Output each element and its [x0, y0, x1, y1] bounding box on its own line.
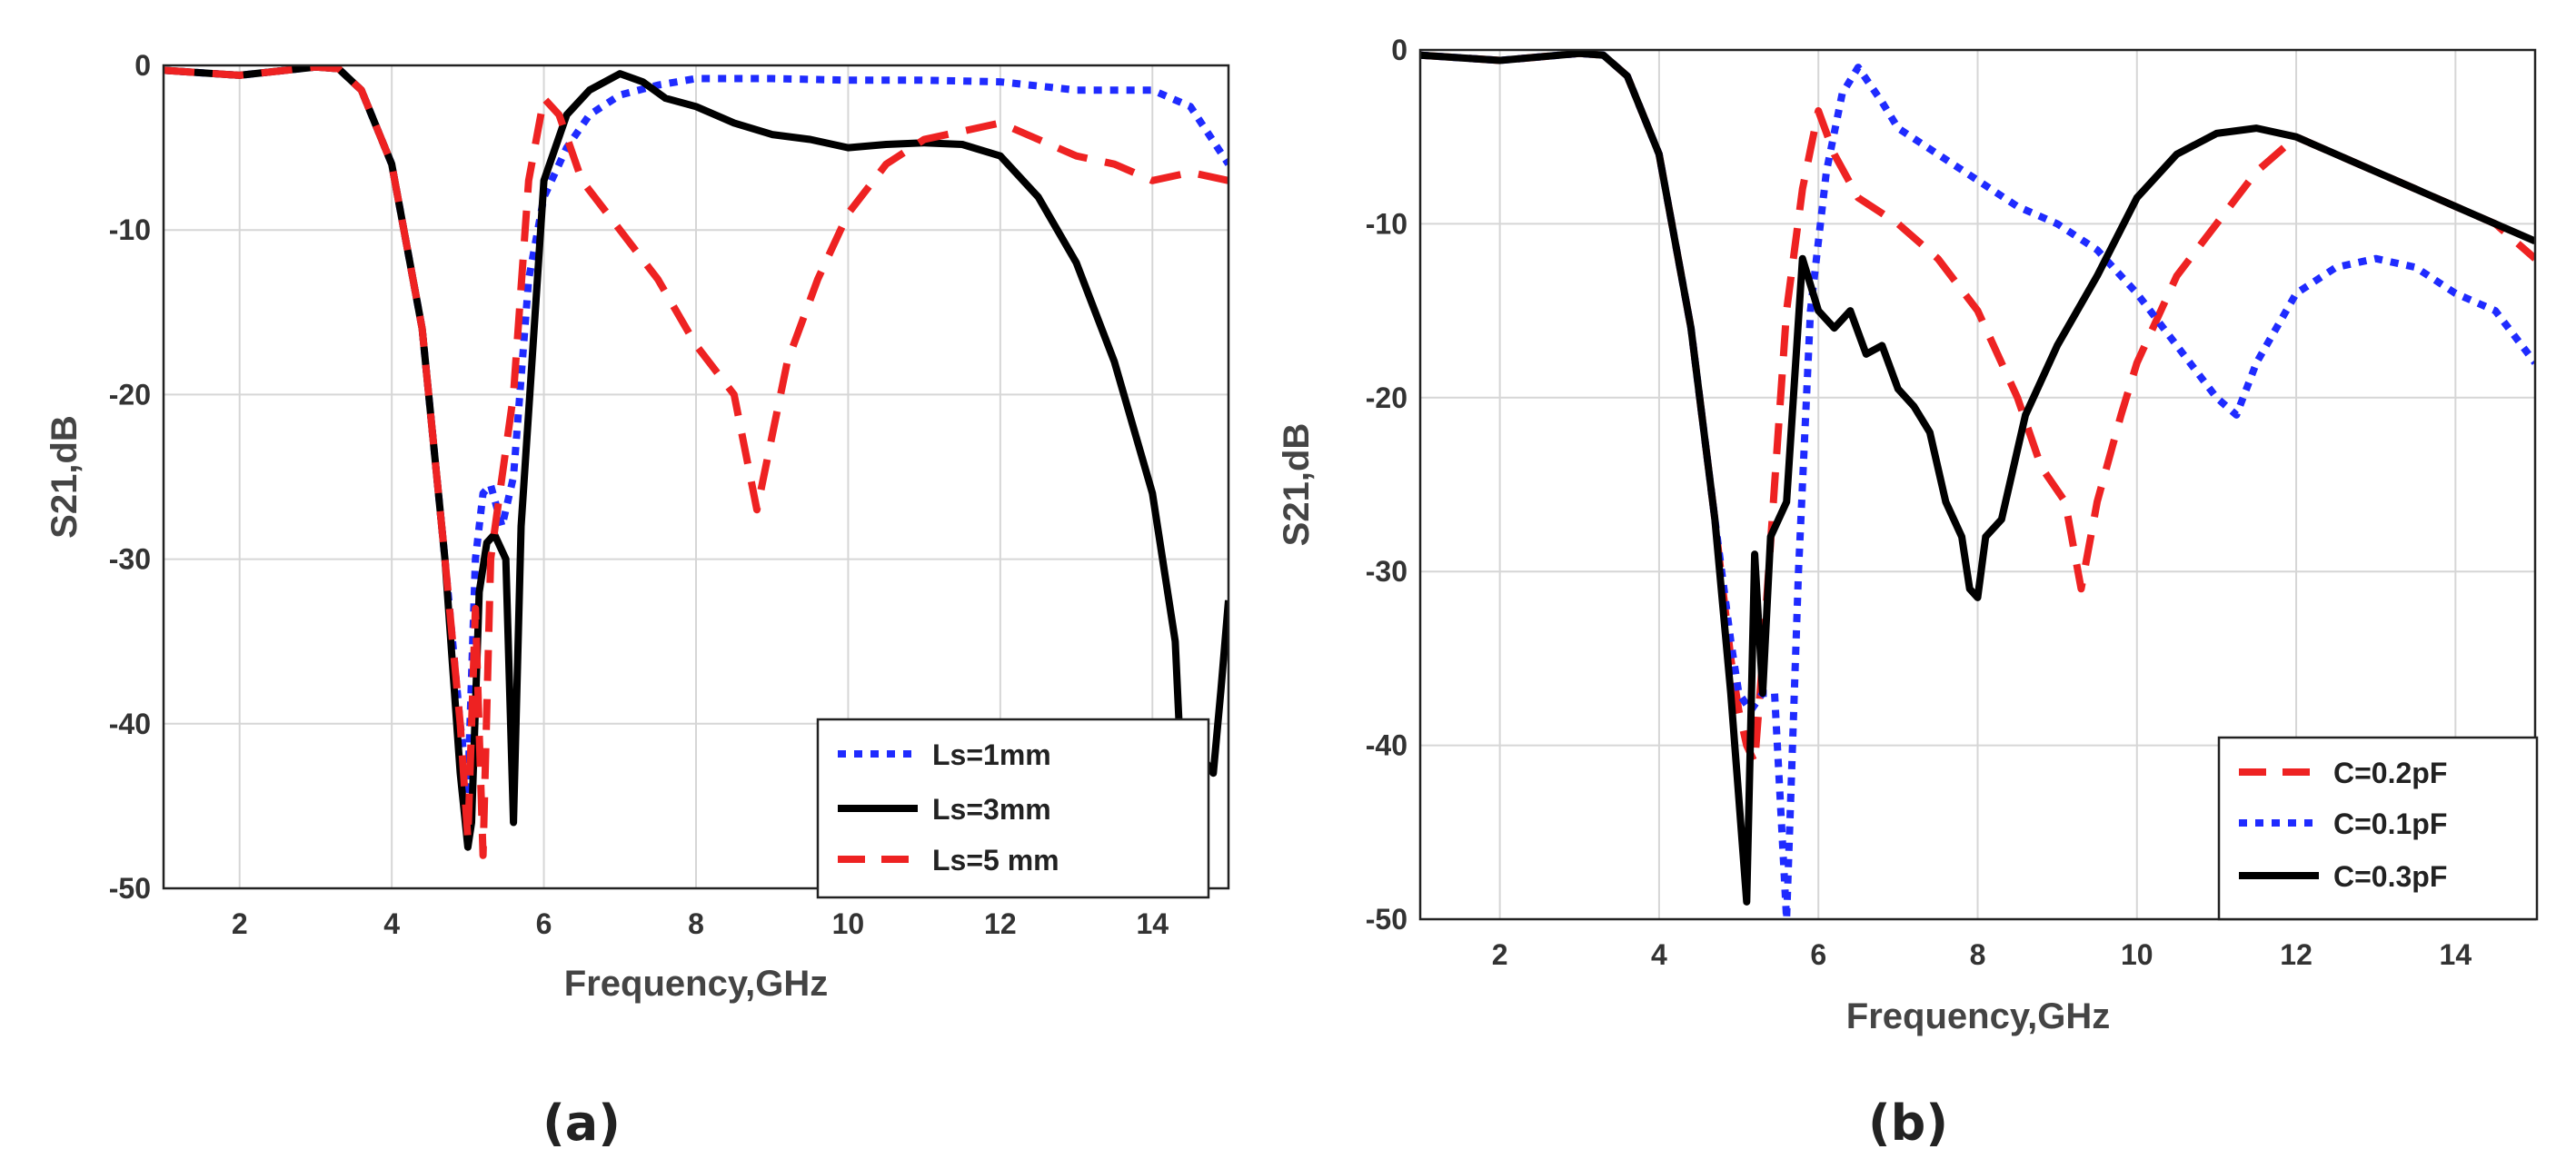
- legend-label: Ls=3mm: [932, 793, 1051, 826]
- x-tick-label: 12: [2280, 938, 2312, 971]
- x-tick-label: 8: [1970, 938, 1986, 971]
- x-tick-label: 6: [536, 907, 552, 940]
- x-tick-label: 4: [1651, 938, 1667, 971]
- x-tick-label: 2: [1492, 938, 1508, 971]
- y-tick-label: -30: [1366, 555, 1407, 588]
- y-tick-label: -10: [109, 213, 151, 246]
- legend-label: C=0.3pF: [2333, 860, 2447, 893]
- panel-label: (b): [1868, 1095, 1948, 1152]
- y-tick-label: 0: [134, 49, 151, 82]
- y-tick-label: -10: [1366, 207, 1407, 240]
- y-axis-label: S21,dB: [45, 415, 85, 539]
- legend: C=0.2pF C=0.1pF C=0.3pF: [2217, 736, 2539, 921]
- y-tick-label: -30: [109, 543, 151, 576]
- plot-frame: [1418, 48, 2537, 921]
- y-axis-label: S21,dB: [1277, 423, 1317, 547]
- x-tick-label: 12: [984, 907, 1017, 940]
- series-line-c-0-3pf: [1420, 50, 2535, 906]
- x-tick-label: 10: [832, 907, 865, 940]
- x-tick-label: 14: [2440, 938, 2472, 971]
- chart-panel-a: 2 4 6 8 10 12 140-10-20-30-40-50Ls=1mmLs=3mmLs…: [45, 49, 1230, 1152]
- x-tick-label: 2: [232, 907, 248, 940]
- x-tick-label: 10: [2121, 938, 2153, 971]
- series-line-ls-1mm: [164, 65, 1228, 794]
- legend-label: C=0.1pF: [2333, 807, 2447, 840]
- y-tick-label: -40: [1366, 729, 1407, 762]
- legend-label: Ls=1mm: [932, 738, 1051, 771]
- x-axis-label: Frequency,GHz: [1846, 996, 2110, 1036]
- x-axis-label: Frequency,GHz: [564, 964, 828, 1004]
- series-group: [1420, 50, 2535, 919]
- x-tick-label: 8: [688, 907, 704, 940]
- y-tick-label: -20: [1366, 381, 1407, 414]
- legend-box: [2217, 736, 2539, 921]
- x-tick-label: 6: [1810, 938, 1826, 971]
- x-tick-label: 4: [383, 907, 400, 940]
- chart-panel-b: 2 4 6 8 10 12 14 0 -10 -20 -30 -40 -50 C=0.2pF C=0.1pF…: [1277, 34, 2539, 1152]
- series-group: [164, 65, 1228, 888]
- y-tick-label: -50: [109, 872, 151, 905]
- y-tick-label: -40: [109, 708, 151, 740]
- panel-label: (a): [542, 1095, 621, 1152]
- plot-frame: [162, 64, 1230, 890]
- series-line-ls-5-mm: [164, 65, 1228, 859]
- series-line-ls-3mm: [164, 65, 1228, 888]
- y-tick-label: -50: [1366, 903, 1407, 936]
- x-tick-label: 14: [1136, 907, 1169, 940]
- legend-label: Ls=5 mm: [932, 844, 1059, 877]
- legend-label: C=0.2pF: [2333, 757, 2447, 789]
- y-tick-label: 0: [1391, 34, 1407, 66]
- legend: Ls=1mm Ls=3mm Ls=5 mm: [816, 718, 1210, 899]
- y-tick-label: -20: [109, 378, 151, 411]
